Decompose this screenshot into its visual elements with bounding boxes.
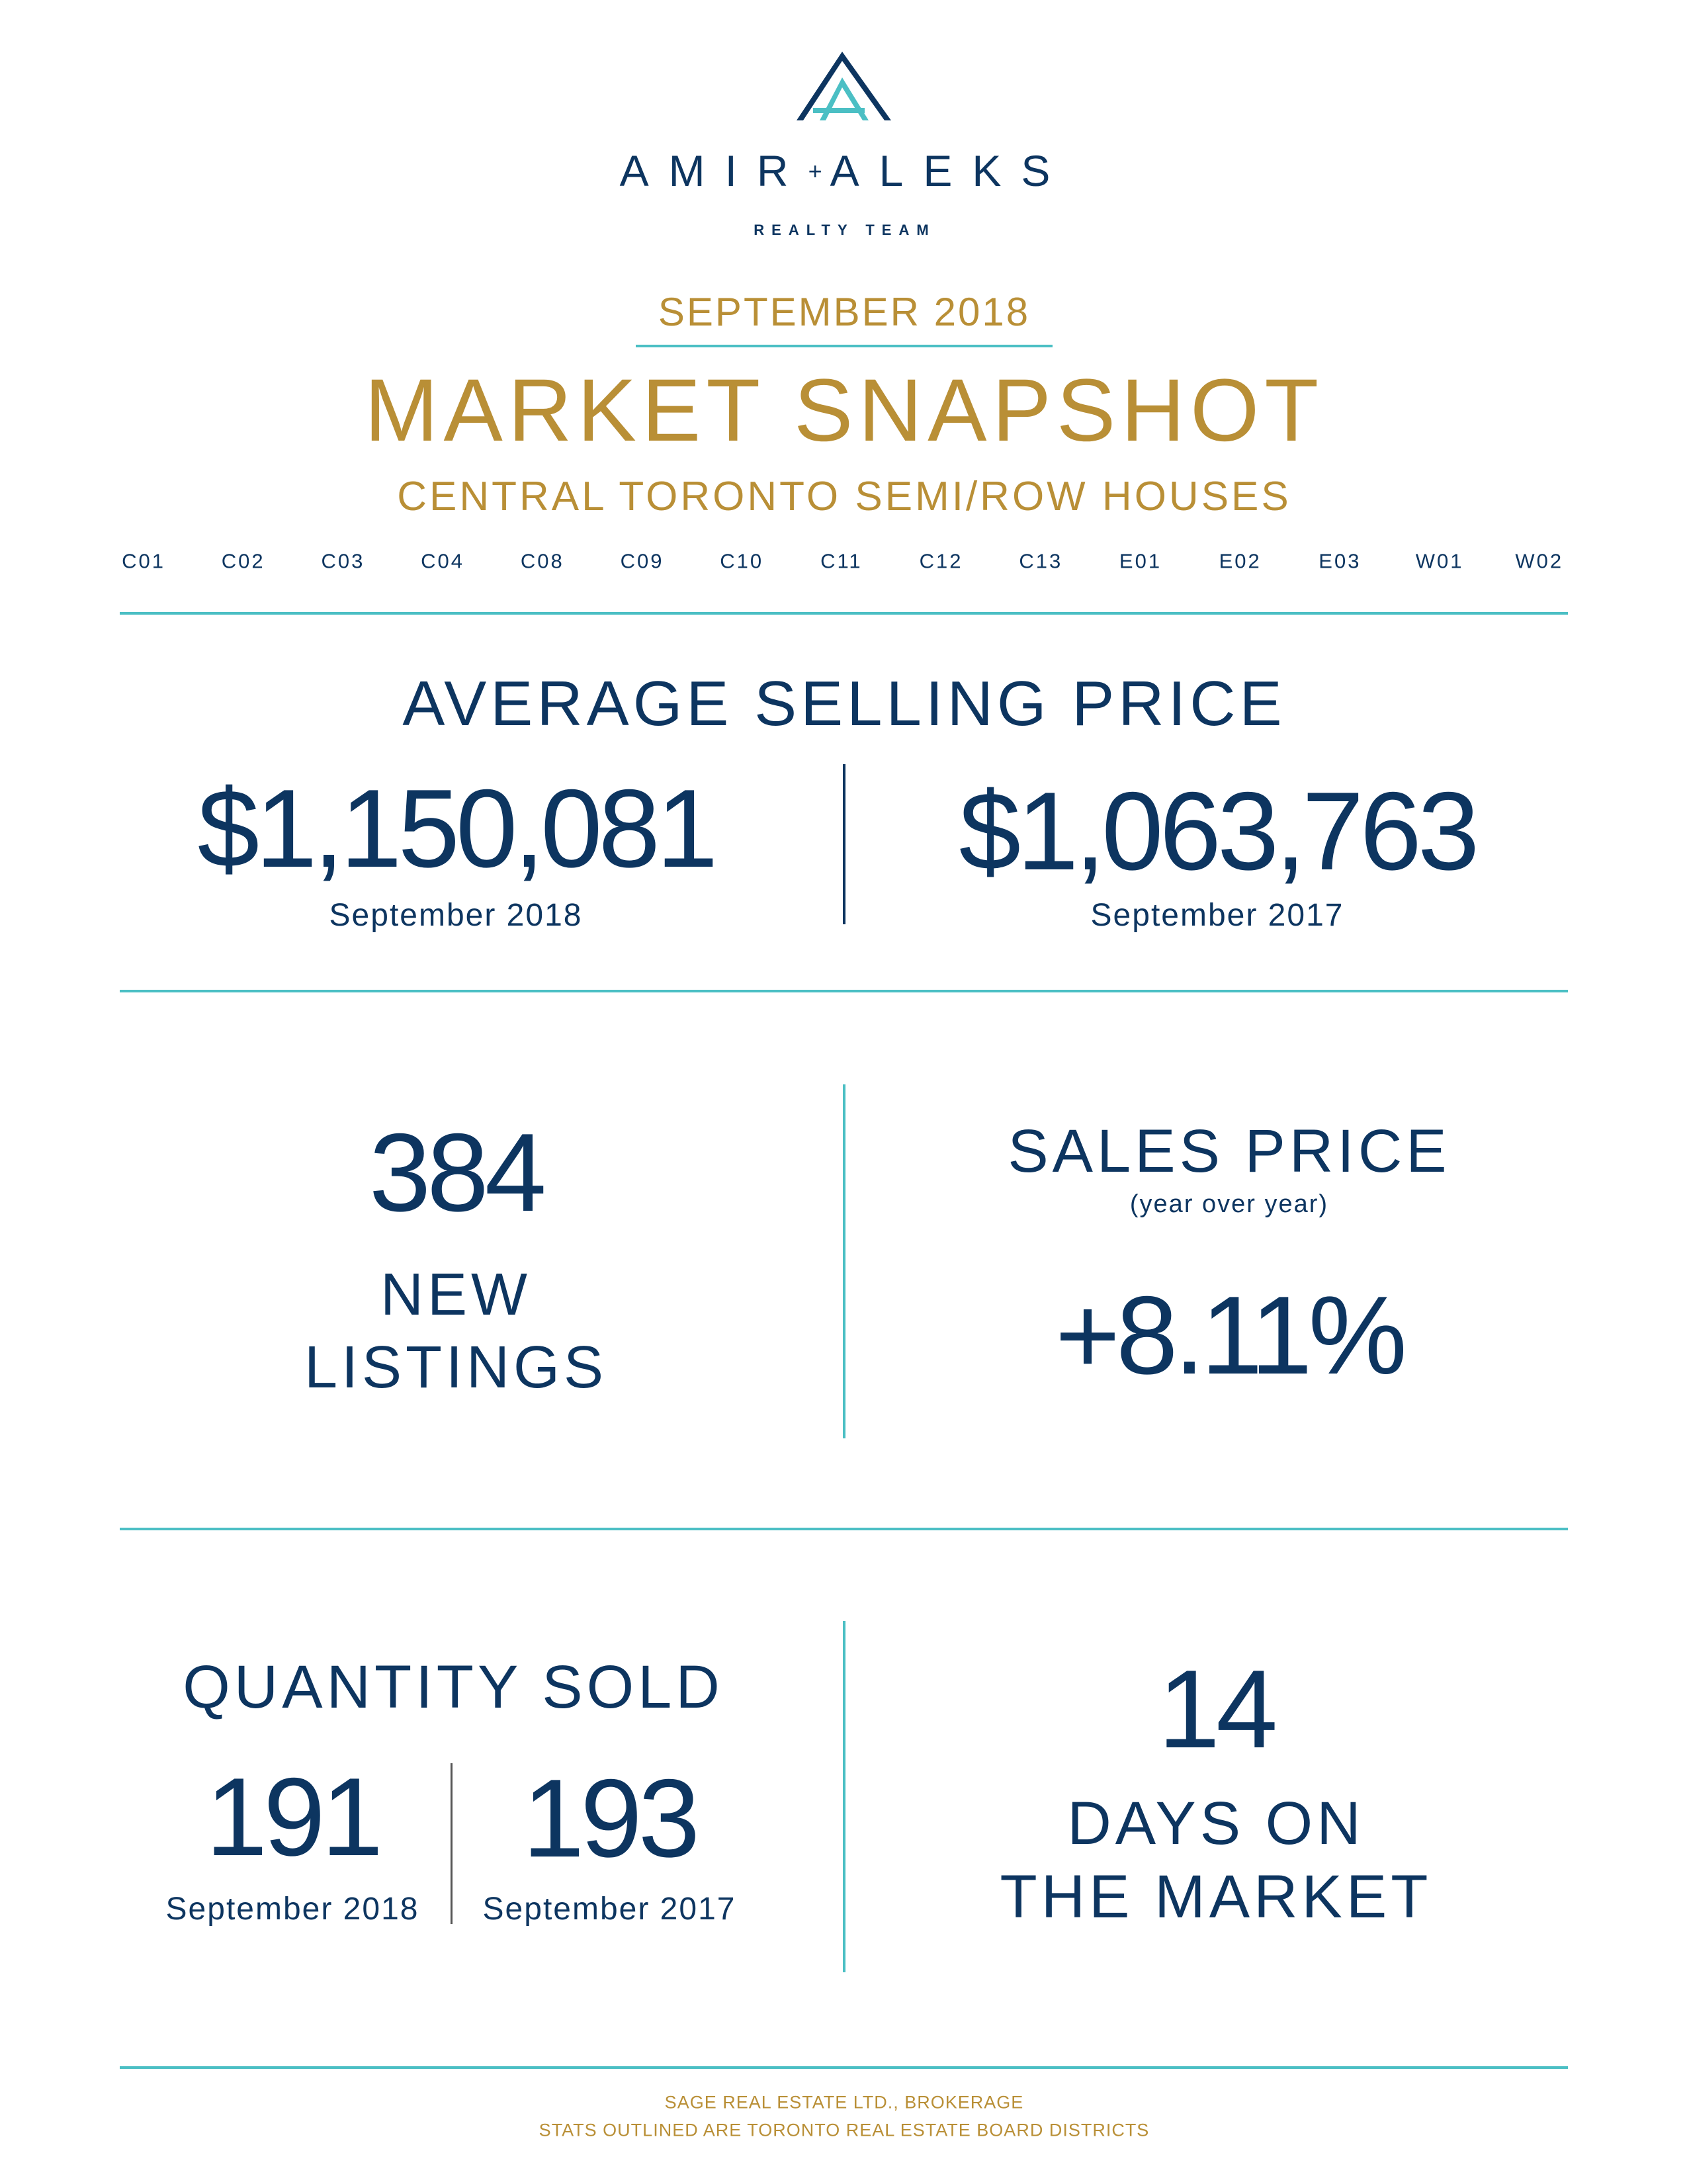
divider (120, 612, 1568, 615)
new-listings-label-2: LISTINGS (304, 1334, 608, 1401)
quantity-sold-current: 191 (205, 1755, 383, 1879)
district-code: E03 (1319, 549, 1362, 573)
divider (120, 2066, 1568, 2069)
avg-price-heading: AVERAGE SELLING PRICE (402, 668, 1286, 739)
vertical-divider (843, 1084, 845, 1438)
vertical-divider (843, 1621, 845, 1972)
logo-plus: + (808, 157, 830, 185)
logo-wordmark: AMIR+ALEKS (620, 149, 1070, 193)
days-on-market-value: 14 (1158, 1647, 1278, 1771)
sales-price-subheading: (year over year) (1129, 1190, 1329, 1218)
avg-price-previous-label: September 2017 (1090, 898, 1344, 933)
days-on-market-label-2: THE MARKET (1000, 1863, 1432, 1931)
district-code: C09 (620, 549, 664, 573)
page-subtitle: CENTRAL TORONTO SEMI/ROW HOUSES (397, 474, 1291, 519)
new-listings-label-1: NEW (380, 1262, 531, 1328)
quantity-sold-previous: 193 (522, 1756, 700, 1880)
district-code: C04 (421, 549, 465, 573)
district-code: C12 (919, 549, 963, 573)
avg-price-current-label: September 2018 (329, 898, 583, 933)
new-listings-value: 384 (368, 1110, 546, 1235)
quantity-sold-current-label: September 2018 (165, 1892, 419, 1927)
footer-brokerage: SAGE REAL ESTATE LTD., BROKERAGE (664, 2092, 1024, 2113)
district-code: C01 (122, 549, 165, 573)
quantity-sold-previous-label: September 2017 (482, 1892, 736, 1927)
logo-name-right: ALEKS (830, 146, 1070, 195)
sales-price-change: +8.11% (1055, 1273, 1407, 1397)
district-code: C08 (520, 549, 564, 573)
logo-tagline: REALTY TEAM (754, 222, 936, 238)
logo-name-left: AMIR (619, 146, 808, 195)
footer-note: STATS OUTLINED ARE TORONTO REAL ESTATE B… (539, 2120, 1150, 2140)
avg-price-previous: $1,063,763 (959, 769, 1480, 893)
district-code: C02 (221, 549, 265, 573)
days-on-market-label-1: DAYS ON (1067, 1790, 1365, 1857)
report-month: SEPTEMBER 2018 (658, 290, 1031, 334)
avg-price-current: $1,150,081 (197, 766, 718, 891)
district-code: C10 (720, 549, 764, 573)
district-code: E01 (1119, 549, 1162, 573)
district-code: W02 (1515, 549, 1564, 573)
district-code: C03 (321, 549, 365, 573)
month-underline (636, 345, 1053, 347)
district-code: C13 (1019, 549, 1063, 573)
sales-price-heading: SALES PRICE (1008, 1117, 1451, 1185)
divider (120, 1528, 1568, 1530)
page-title: MARKET SNAPSHOT (364, 361, 1324, 460)
quantity-sold-heading: QUANTITY SOLD (183, 1653, 724, 1721)
vertical-divider (843, 764, 845, 924)
vertical-divider (451, 1763, 453, 1924)
divider (120, 990, 1568, 992)
district-code: W01 (1415, 549, 1464, 573)
district-code: C11 (820, 549, 863, 573)
district-code: E02 (1219, 549, 1262, 573)
logo-icon (797, 52, 891, 120)
